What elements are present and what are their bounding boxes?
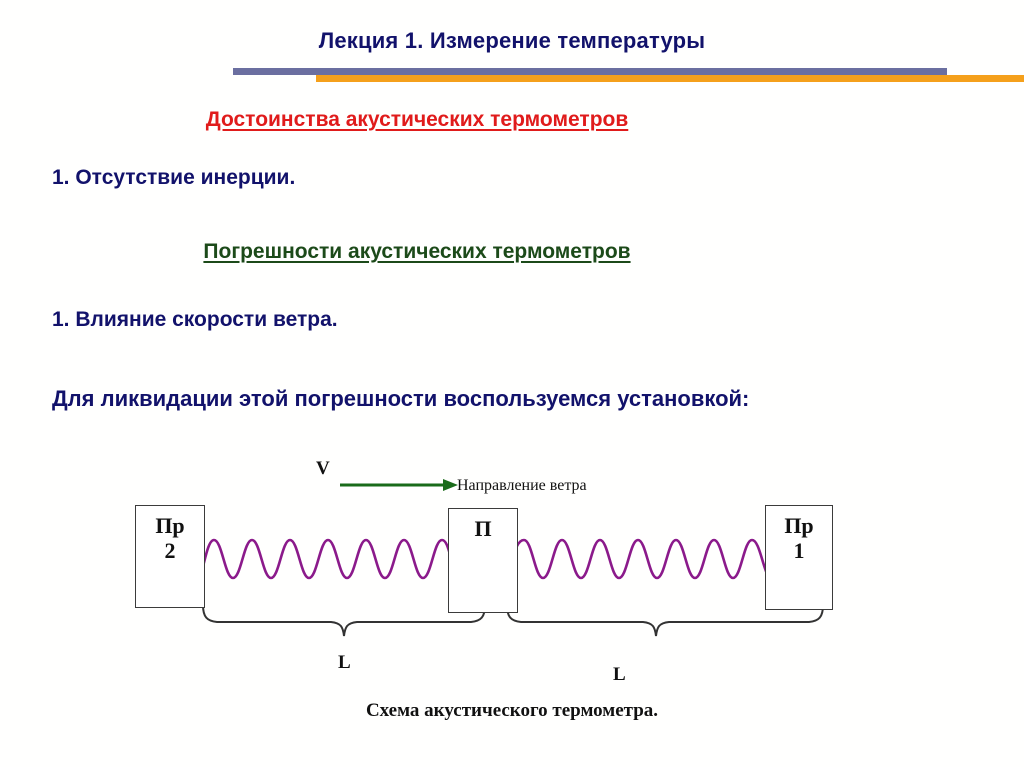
header-rule-purple <box>233 68 947 75</box>
header-rule-orange <box>316 75 1024 82</box>
sound-wave-right-icon <box>512 538 768 580</box>
wind-direction-arrow-icon <box>340 479 458 491</box>
length-label-left: L <box>338 652 351 673</box>
advantages-heading: Достоинства акустических термометров <box>205 108 629 131</box>
errors-item-1: 1. Влияние скорости ветра. <box>52 308 338 331</box>
acoustic-thermometer-diagram: V Направление ветра Пр 2 П Пр 1 L L Схем… <box>0 450 1024 750</box>
box-receiver-1[interactable]: Пр 1 <box>765 505 833 610</box>
box-receiver-2-line1: Пр <box>155 513 185 538</box>
wind-direction-label: Направление ветра <box>457 477 587 494</box>
box-receiver-2[interactable]: Пр 2 <box>135 505 205 608</box>
errors-heading: Погрешности акустических термометров <box>203 240 631 263</box>
box-transmitter[interactable]: П <box>448 508 518 613</box>
page-title: Лекция 1. Измерение температуры <box>318 28 706 53</box>
length-braces <box>202 605 824 637</box>
box-transmitter-line1: П <box>474 516 492 541</box>
sound-wave-left-icon <box>198 538 453 580</box>
length-label-right: L <box>613 664 626 685</box>
box-receiver-1-line1: Пр <box>784 513 814 538</box>
conclusion-text: Для ликвидации этой погрешности воспольз… <box>52 386 750 411</box>
wind-speed-symbol: V <box>316 458 330 479</box>
box-receiver-2-line2: 2 <box>164 537 176 563</box>
advantages-item-1: 1. Отсутствие инерции. <box>52 166 296 189</box>
diagram-caption: Схема акустического термометра. <box>365 700 659 721</box>
box-receiver-1-line2: 1 <box>793 537 805 563</box>
